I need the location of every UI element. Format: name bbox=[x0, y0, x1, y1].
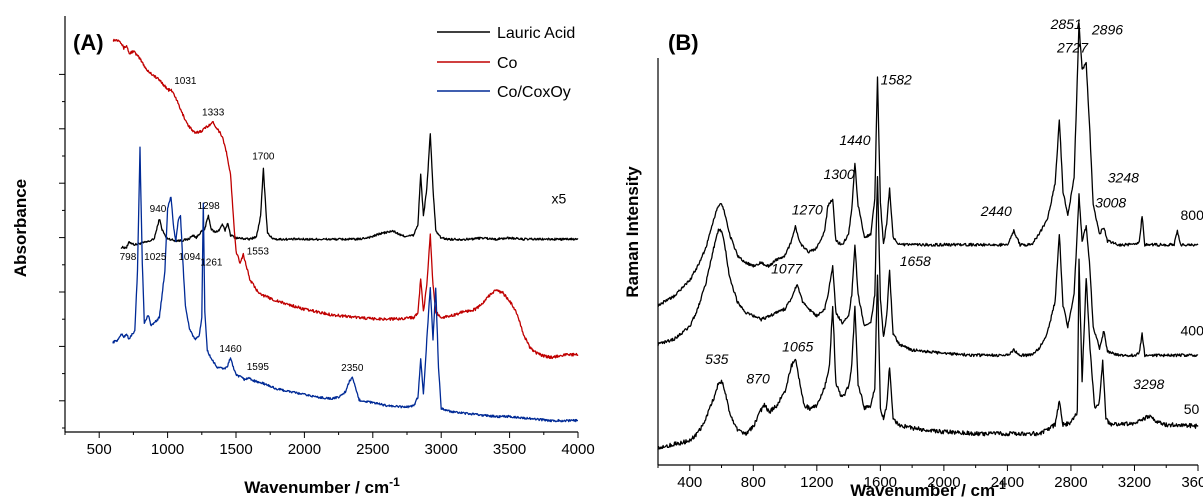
x-tick-label-3500: 3500 bbox=[493, 441, 526, 458]
peak-label-1031: 1031 bbox=[174, 76, 197, 87]
panel-b-x-ticks: 400 800 1200 1600 2000 2400 2800 3200 3600 bbox=[657, 465, 1203, 491]
peak-label-940: 940 bbox=[150, 204, 167, 215]
x-tick-label-3200: 3200 bbox=[1118, 474, 1151, 491]
peak-label-1440: 1440 bbox=[839, 132, 870, 148]
panel-b-power-labels: 800 µW 400 µW 50 µW bbox=[1181, 207, 1203, 417]
x-tick-label-1500: 1500 bbox=[219, 441, 252, 458]
x-tick-label-2000: 2000 bbox=[927, 474, 960, 491]
peak-label-1261: 1261 bbox=[200, 257, 223, 268]
peak-label-1077: 1077 bbox=[771, 260, 803, 276]
peak-label-798: 798 bbox=[120, 252, 137, 263]
panel-a-label: (A) bbox=[73, 30, 104, 55]
x-tick-label-2800: 2800 bbox=[1054, 474, 1087, 491]
peak-label-1460: 1460 bbox=[219, 344, 242, 355]
legend-label-co: Co bbox=[497, 55, 518, 72]
peak-label-1094: 1094 bbox=[178, 252, 201, 263]
peak-label-1025: 1025 bbox=[144, 252, 167, 263]
peak-label-1700: 1700 bbox=[252, 152, 275, 163]
panel-b-y-axis-title: Raman Intensity bbox=[623, 166, 642, 298]
panel-a-y-ticks bbox=[59, 73, 65, 429]
x-tick-label-1000: 1000 bbox=[151, 441, 184, 458]
panel-a-x-ticks: 500 1000 1500 2000 2500 3000 3500 4000 bbox=[64, 432, 595, 458]
x-tick-label-800: 800 bbox=[741, 474, 766, 491]
x-tick-label-3000: 3000 bbox=[425, 441, 458, 458]
peak-label-535: 535 bbox=[705, 351, 729, 367]
x-tick-label-400: 400 bbox=[677, 474, 702, 491]
peak-label-2896: 2896 bbox=[1091, 22, 1123, 38]
legend-label-lauric-acid: Lauric Acid bbox=[497, 25, 575, 42]
x-tick-label-3600: 3600 bbox=[1181, 474, 1203, 491]
peak-label-1595: 1595 bbox=[247, 362, 270, 373]
peak-label-870: 870 bbox=[746, 371, 770, 387]
peak-label-1582: 1582 bbox=[881, 71, 912, 87]
panel-b-series bbox=[657, 22, 1199, 451]
panel-a-multiplier-label: x5 bbox=[551, 191, 566, 207]
series-line-co bbox=[112, 38, 579, 360]
series-line-co-coxoy bbox=[112, 146, 579, 423]
peak-label-1065: 1065 bbox=[782, 339, 813, 355]
peak-label-2727: 2727 bbox=[1056, 39, 1089, 55]
peak-label-1553: 1553 bbox=[247, 246, 270, 257]
panel-a-legend: Lauric Acid Co Co/CoxOy bbox=[437, 25, 575, 101]
peak-label-3248: 3248 bbox=[1108, 169, 1139, 185]
peak-label-2350: 2350 bbox=[341, 363, 364, 374]
x-tick-label-4000: 4000 bbox=[561, 441, 594, 458]
peak-label-1300: 1300 bbox=[823, 166, 854, 182]
peak-label-3008: 3008 bbox=[1095, 194, 1126, 210]
series-line-lauric-acid bbox=[120, 133, 579, 250]
panel-a-y-axis-title: Absorbance bbox=[11, 179, 30, 277]
power-label-50-w: 50 µW bbox=[1184, 401, 1203, 417]
panel-a-peak-labels: 1031 1333 1700 940 1298 1553 798 1025 1094 1261 14… bbox=[120, 76, 364, 374]
peak-label-1333: 1333 bbox=[202, 108, 225, 119]
x-tick-label-500: 500 bbox=[87, 441, 112, 458]
panel-a-absorbance-chart: (A) Absorbance Wavenumber / cm-1 500 1000… bbox=[11, 16, 595, 497]
x-tick-label-2000: 2000 bbox=[288, 441, 321, 458]
peak-label-1270: 1270 bbox=[792, 201, 823, 217]
legend-label-co-coxoy: Co/CoxOy bbox=[497, 84, 571, 101]
panel-a-series bbox=[112, 38, 579, 423]
x-tick-label-2500: 2500 bbox=[356, 441, 389, 458]
x-tick-label-1600: 1600 bbox=[864, 474, 897, 491]
peak-label-2440: 2440 bbox=[980, 203, 1012, 219]
peak-label-1298: 1298 bbox=[198, 201, 221, 212]
series-line-400-w bbox=[657, 175, 1199, 358]
peak-label-2851: 2851 bbox=[1050, 16, 1082, 32]
series-line-800-w bbox=[657, 22, 1199, 308]
x-tick-label-2400: 2400 bbox=[991, 474, 1024, 491]
peak-label-3298: 3298 bbox=[1133, 376, 1164, 392]
panel-b-raman-chart: (B) Raman Intensity Wavenumber / cm-1 40… bbox=[623, 16, 1203, 500]
peak-label-1658: 1658 bbox=[900, 253, 931, 269]
panel-b-x-axis-title: Wavenumber / cm-1 bbox=[850, 478, 1006, 500]
power-label-800-w: 800 µW bbox=[1181, 207, 1203, 223]
x-tick-label-1200: 1200 bbox=[800, 474, 833, 491]
panel-a-x-axis-title: Wavenumber / cm-1 bbox=[244, 475, 400, 497]
series-line-50-w bbox=[657, 258, 1199, 451]
power-label-400-w: 400 µW bbox=[1181, 323, 1203, 339]
panel-b-label: (B) bbox=[668, 30, 699, 55]
